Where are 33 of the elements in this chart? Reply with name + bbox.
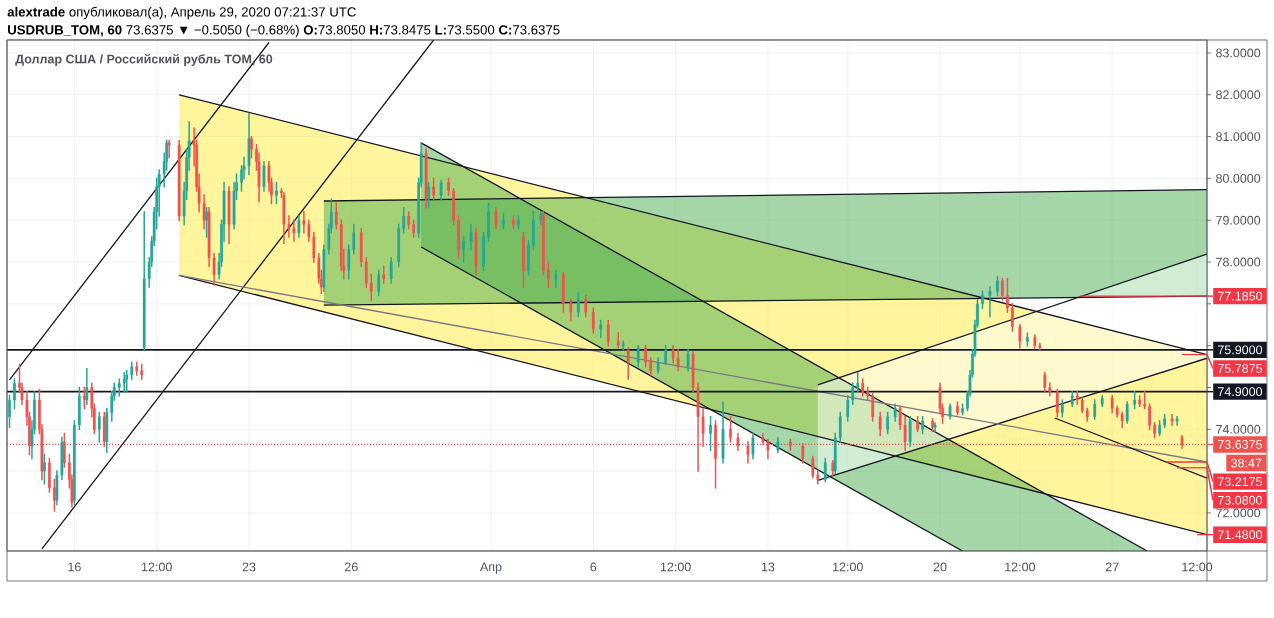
x-tick-label: 12:00 (1005, 562, 1036, 572)
x-tick-label: 16 (68, 562, 81, 572)
x-tick-label: 20 (933, 562, 947, 572)
x-tick-label: 26 (344, 562, 358, 572)
y-tick-label: 83.0000 (1216, 48, 1261, 58)
y-tick-label: 79.0000 (1216, 215, 1261, 225)
x-tick-label: 12:00 (833, 562, 863, 572)
text: alextrade опубликовал(а), Апрель 29, 2020 07:21:37 UTC (7, 6, 356, 20)
x-tick-label: Апр (480, 562, 502, 574)
ref-line-label: 73.6375 (1218, 440, 1263, 449)
x-tick-label: 12:00 (1182, 562, 1213, 572)
text: Доллар США / Российский рубль TOM, 60 (15, 54, 273, 66)
y-tick-label: 81.0000 (1216, 132, 1261, 142)
chart-title: USDRUB_TOM, 60 73.6375 ▼ −0.5050 (−0.68%) O:73.8050 H:73.8475 L:73.5500 C:73.6375 (8, 24, 560, 38)
y-tick-label: 74.0000 (1216, 424, 1261, 434)
x-tick-label: 27 (1105, 562, 1119, 572)
legend-label: 75.7875 (1218, 364, 1263, 373)
x-tick-label: 12:00 (142, 562, 172, 572)
x-tick-label: 6 (590, 562, 597, 572)
legend-label: 73.2175 (1218, 477, 1263, 487)
x-tick-label: 13 (761, 562, 775, 572)
y-tick-label: 72.0000 (1216, 508, 1261, 518)
text: 38:47 (1231, 458, 1262, 468)
x-tick-label: 23 (242, 562, 256, 572)
y-tick-label: 82.0000 (1216, 90, 1261, 100)
ref-line-label: 74.9000 (1218, 387, 1263, 397)
y-tick-label: 78.0000 (1216, 257, 1261, 267)
y-tick-label: 80.0000 (1216, 173, 1261, 183)
legend-label: 71.4800 (1218, 530, 1263, 540)
legend-label: 77.1850 (1218, 291, 1263, 301)
x-tick-label: 12:00 (660, 562, 691, 572)
ref-line-label: 75.9000 (1218, 345, 1263, 355)
legend-label: 73.0800 (1218, 495, 1263, 505)
